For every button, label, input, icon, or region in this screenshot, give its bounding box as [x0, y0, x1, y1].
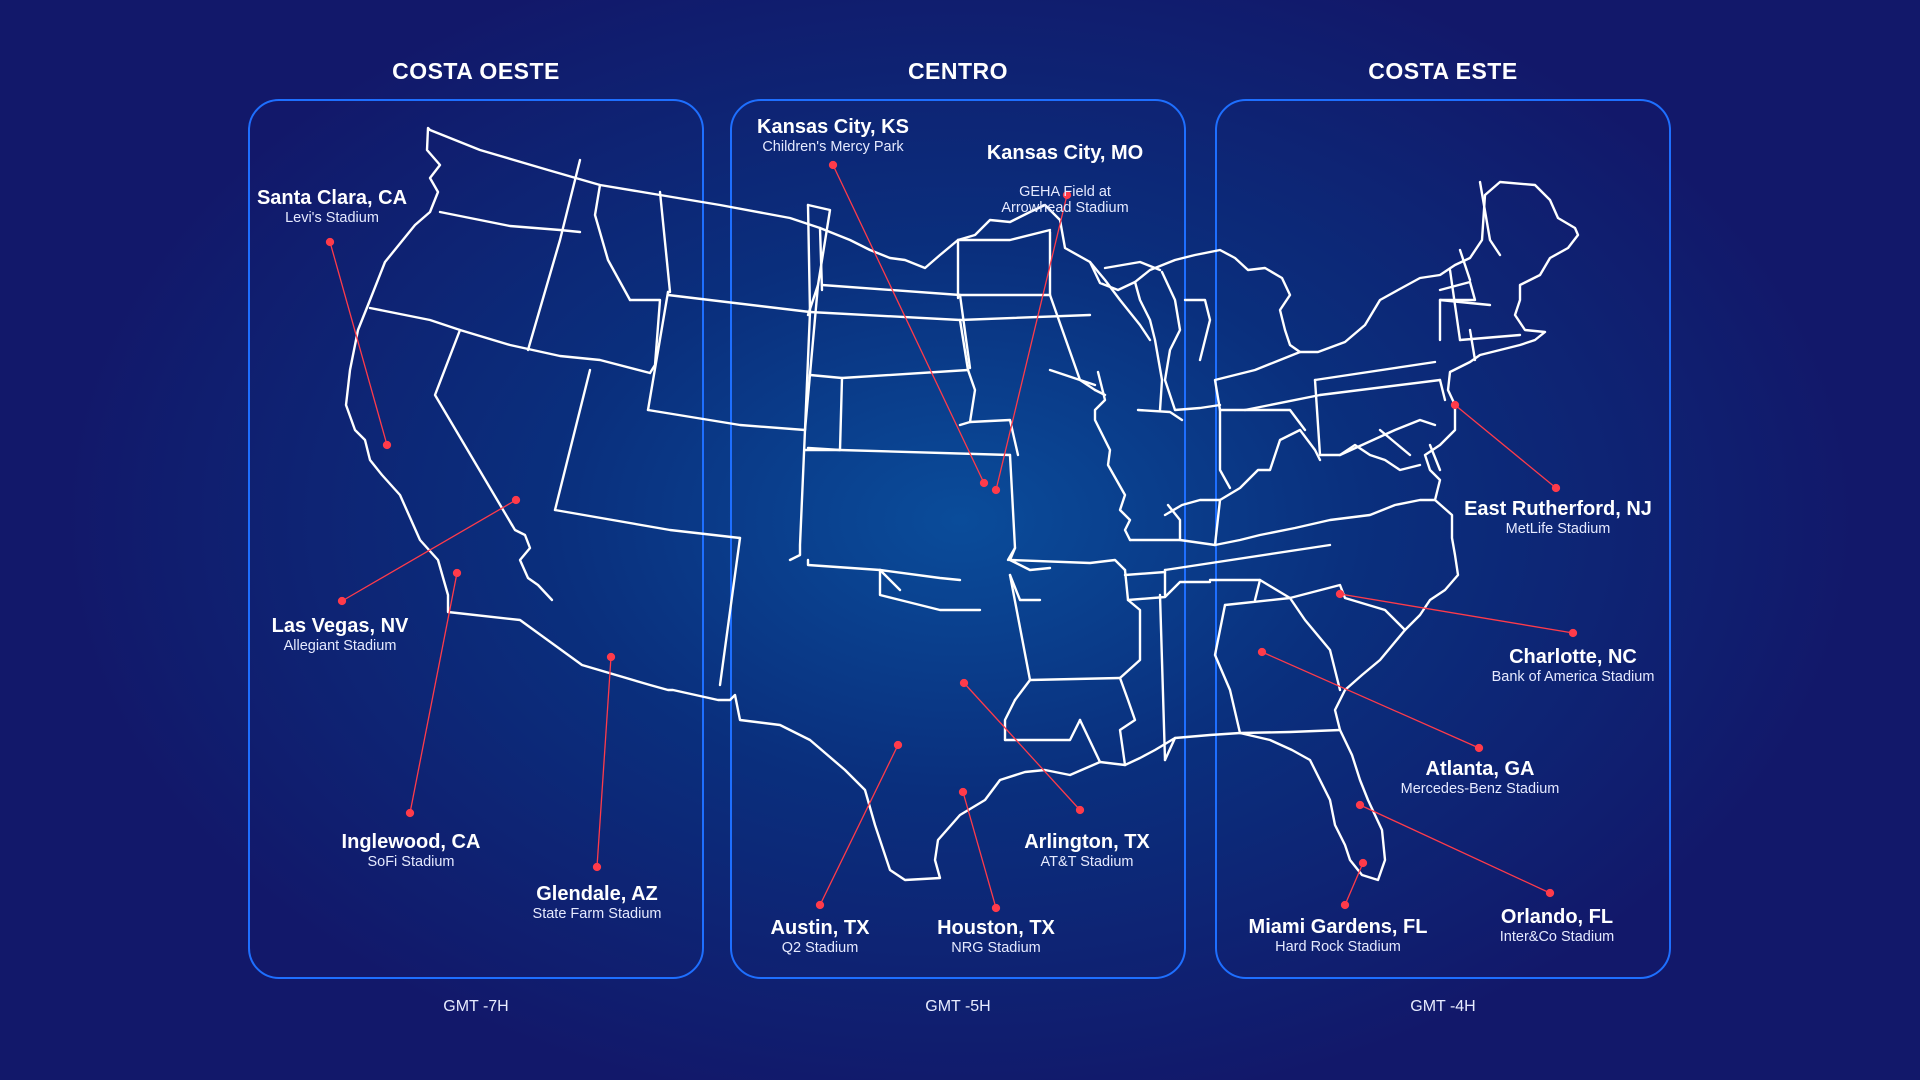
venue-stadium: Allegiant Stadium: [283, 638, 397, 654]
zone-panel-central: [730, 99, 1186, 979]
zone-panel-east: [1215, 99, 1671, 979]
zone-title-west: COSTA OESTE: [392, 58, 560, 84]
venue-label-santa-clara: Santa Clara, CA Levi's Stadium: [232, 187, 432, 227]
venue-stadium: Bank of America Stadium: [1491, 669, 1655, 685]
venue-label-glendale: Glendale, AZ State Farm Stadium: [497, 883, 697, 923]
venue-label-las-vegas: Las Vegas, NV Allegiant Stadium: [240, 615, 440, 655]
venue-label-austin: Austin, TX Q2 Stadium: [720, 917, 920, 957]
venue-stadium: Inter&Co Stadium: [1499, 929, 1615, 945]
us-outline: [344, 126, 1580, 882]
venue-label-miami-gardens: Miami Gardens, FL Hard Rock Stadium: [1228, 916, 1448, 956]
zone-panel-west: [248, 99, 704, 979]
venue-label-houston: Houston, TX NRG Stadium: [896, 917, 1096, 957]
venue-city: Las Vegas, NV: [271, 615, 409, 637]
venue-label-atlanta: Atlanta, GA Mercedes-Benz Stadium: [1360, 758, 1600, 798]
venue-city: Miami Gardens, FL: [1248, 916, 1428, 938]
zone-gmt-east: GMT -4H: [1410, 998, 1476, 1015]
venue-city: Austin, TX: [770, 917, 870, 939]
venue-city: Arlington, TX: [1024, 831, 1150, 853]
venue-stadium: Q2 Stadium: [781, 940, 859, 956]
venue-stadium: NRG Stadium: [951, 940, 1041, 956]
venue-label-arlington: Arlington, TX AT&T Stadium: [987, 831, 1187, 871]
venue-label-kansas-city-mo: Kansas City, MO GEHA Field at Arrowhead …: [955, 124, 1175, 236]
venue-city: Kansas City, MO: [986, 142, 1144, 165]
venue-city: Orlando, FL: [1500, 906, 1614, 928]
venue-stadium: Hard Rock Stadium: [1275, 939, 1401, 955]
venue-label-orlando: Orlando, FL Inter&Co Stadium: [1457, 906, 1657, 946]
venue-city: Glendale, AZ: [536, 883, 658, 905]
venue-label-charlotte: Charlotte, NC Bank of America Stadium: [1453, 646, 1693, 686]
venue-city: Charlotte, NC: [1509, 646, 1637, 668]
venue-label-inglewood: Inglewood, CA SoFi Stadium: [311, 831, 511, 871]
zone-gmt-central: GMT -5H: [925, 998, 991, 1015]
venue-stadium: GEHA Field at Arrowhead Stadium: [1001, 183, 1129, 217]
venue-stadium: Children's Mercy Park: [762, 139, 904, 155]
venue-city: Atlanta, GA: [1425, 758, 1535, 780]
state-borders: [344, 126, 1580, 882]
venue-city: Inglewood, CA: [341, 831, 481, 853]
venue-stadium: Mercedes-Benz Stadium: [1400, 781, 1560, 797]
venue-city: Houston, TX: [937, 917, 1055, 939]
venue-stadium: MetLife Stadium: [1505, 521, 1611, 537]
venue-city: East Rutherford, NJ: [1464, 498, 1652, 520]
venue-stadium: State Farm Stadium: [532, 906, 662, 922]
zone-gmt-west: GMT -7H: [443, 998, 509, 1015]
venue-city: Santa Clara, CA: [256, 187, 408, 209]
venue-stadium: SoFi Stadium: [367, 854, 455, 870]
venue-label-east-rutherford: East Rutherford, NJ MetLife Stadium: [1438, 498, 1678, 538]
venue-label-kansas-city-ks: Kansas City, KS Children's Mercy Park: [733, 116, 933, 156]
zone-title-east: COSTA ESTE: [1368, 58, 1518, 84]
venue-stadium: AT&T Stadium: [1040, 854, 1134, 870]
zone-title-central: CENTRO: [907, 58, 1009, 84]
connectors: [325, 160, 1578, 913]
venue-stadium: Levi's Stadium: [285, 210, 379, 226]
venue-city: Kansas City, KS: [757, 116, 909, 138]
